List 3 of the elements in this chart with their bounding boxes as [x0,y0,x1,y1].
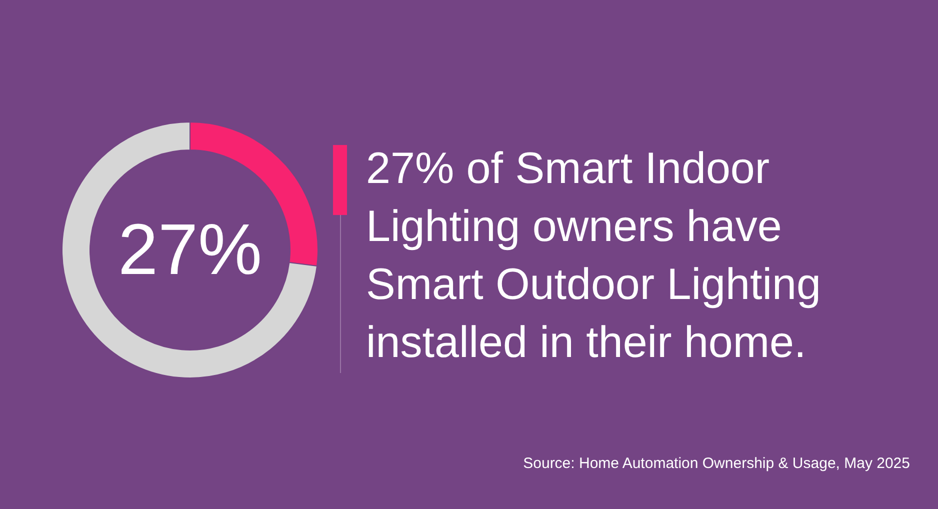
text: 27% [60,120,320,380]
text: 27% of Smart Indoor Lighting owners have Smart Outdoor Lighting installed in their home. [366,143,822,369]
source-note: Source: Home Automation Ownership & Usage, May 2025 [523,455,910,472]
